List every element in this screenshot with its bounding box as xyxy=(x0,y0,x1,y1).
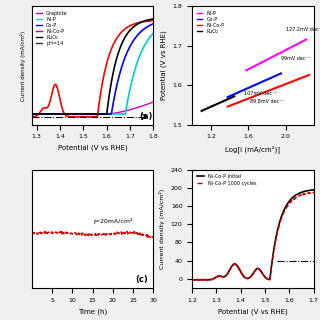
Legend: Graphite, Ni-P, Co-P, Ni-Co-P, RuO₂, pH=14: Graphite, Ni-P, Co-P, Ni-Co-P, RuO₂, pH=… xyxy=(35,9,69,48)
Text: j=20mA/cm²: j=20mA/cm² xyxy=(93,218,132,224)
Legend: Ni-P, Co-P, Ni-Co-P, RuO₂: Ni-P, Co-P, Ni-Co-P, RuO₂ xyxy=(195,9,226,36)
X-axis label: Potential (V vs RHE): Potential (V vs RHE) xyxy=(58,145,128,151)
X-axis label: Log[i (mA/cm²)]: Log[i (mA/cm²)] xyxy=(225,145,280,153)
Y-axis label: Current density (mA/cm²): Current density (mA/cm²) xyxy=(159,189,165,269)
Text: 107mV dec⁻¹: 107mV dec⁻¹ xyxy=(244,91,276,96)
Text: 127.2mV dec⁻¹: 127.2mV dec⁻¹ xyxy=(285,27,320,32)
Y-axis label: Current density (mA/cm²): Current density (mA/cm²) xyxy=(20,30,27,100)
Legend: Ni-Co-P initial, Ni-Co-P 1000 cycles: Ni-Co-P initial, Ni-Co-P 1000 cycles xyxy=(195,172,258,188)
X-axis label: Time (h): Time (h) xyxy=(78,308,107,315)
Y-axis label: Potential (V vs RHE): Potential (V vs RHE) xyxy=(161,31,167,100)
Text: (c): (c) xyxy=(135,275,148,284)
X-axis label: Potential (V vs RHE): Potential (V vs RHE) xyxy=(218,308,288,315)
Text: (a): (a) xyxy=(139,112,152,121)
Text: 89.8mV dec⁻¹: 89.8mV dec⁻¹ xyxy=(250,99,284,104)
Text: 99mV dec⁻¹: 99mV dec⁻¹ xyxy=(281,56,310,61)
